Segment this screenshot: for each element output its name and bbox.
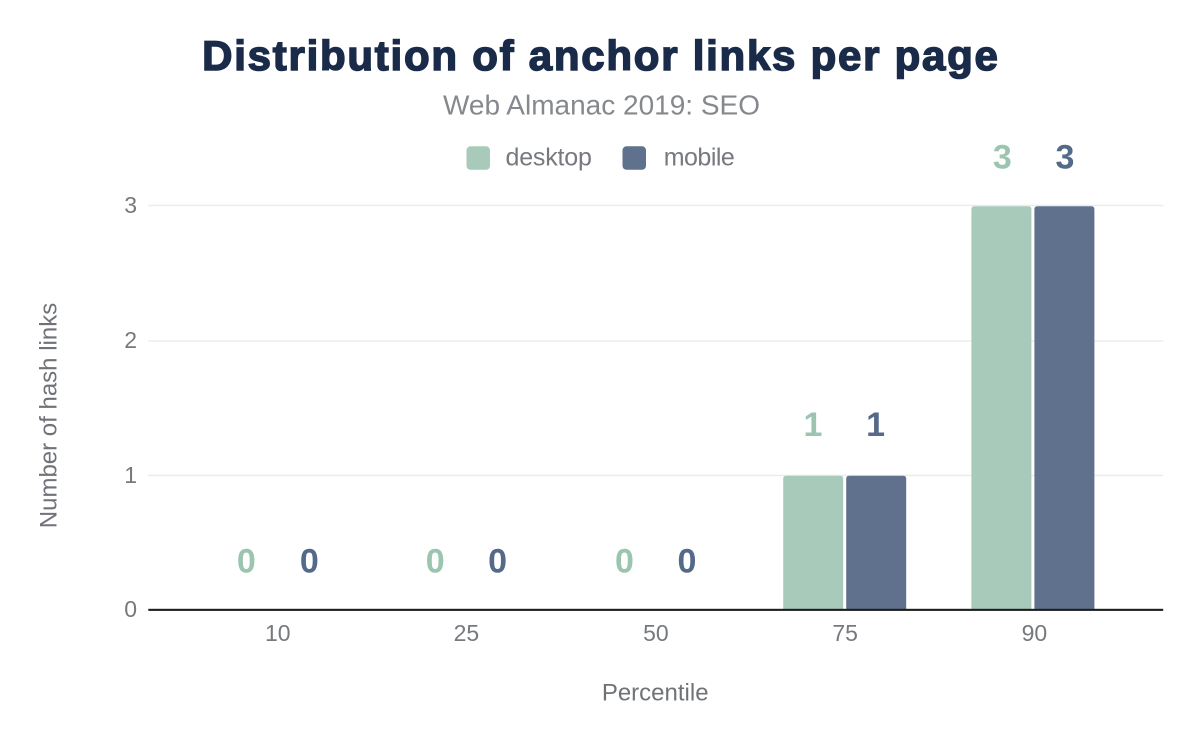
svg-text:0: 0 [124, 596, 137, 622]
svg-text:0: 0 [300, 543, 319, 581]
svg-text:90: 90 [1022, 620, 1048, 646]
svg-text:1: 1 [803, 406, 822, 444]
svg-text:Percentile: Percentile [602, 680, 709, 707]
svg-text:3: 3 [124, 192, 137, 218]
svg-text:10: 10 [265, 620, 291, 646]
svg-text:1: 1 [124, 462, 137, 488]
svg-text:desktop: desktop [506, 144, 592, 172]
svg-text:mobile: mobile [664, 144, 735, 172]
svg-text:1: 1 [866, 406, 885, 444]
svg-text:0: 0 [237, 543, 256, 581]
svg-text:0: 0 [615, 543, 634, 581]
svg-text:25: 25 [454, 620, 480, 646]
svg-text:Web Almanac 2019: SEO: Web Almanac 2019: SEO [443, 90, 760, 121]
svg-text:Distribution of anchor links p: Distribution of anchor links per page [202, 32, 1000, 79]
svg-text:Number of hash links: Number of hash links [36, 303, 63, 528]
svg-text:2: 2 [124, 327, 137, 353]
svg-text:0: 0 [488, 543, 507, 581]
svg-text:50: 50 [643, 620, 669, 646]
svg-text:0: 0 [426, 543, 445, 581]
svg-text:3: 3 [1056, 138, 1075, 176]
svg-text:0: 0 [677, 543, 696, 581]
svg-text:3: 3 [993, 138, 1012, 176]
svg-text:75: 75 [832, 620, 858, 646]
